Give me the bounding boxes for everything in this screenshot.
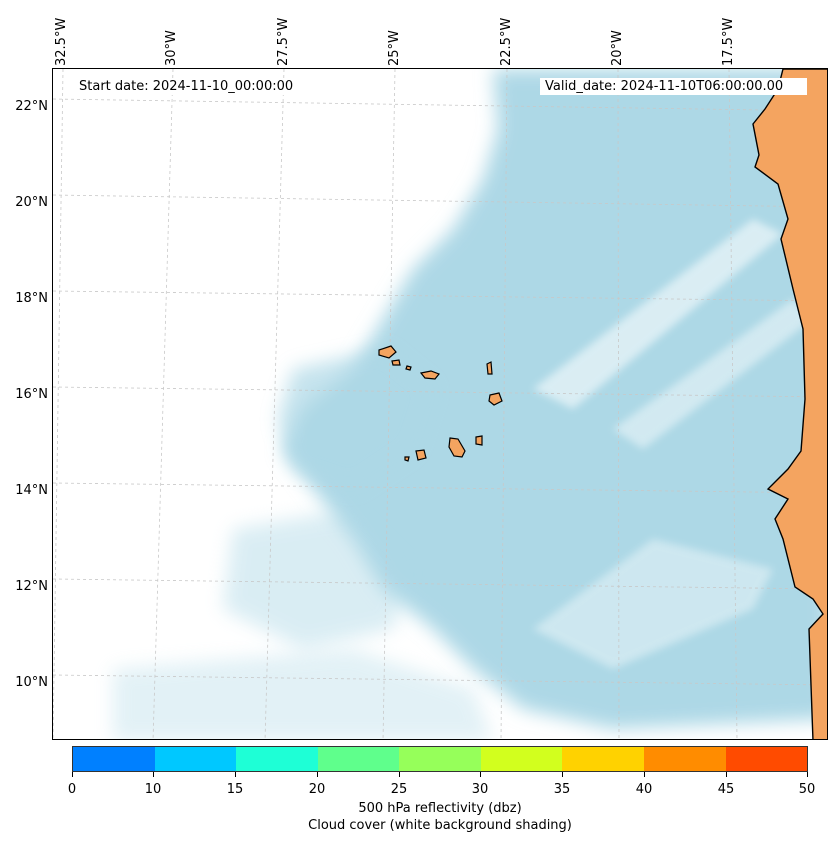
cloud-thin-band-1 [533,219,783,409]
island-santo-antao [378,345,397,359]
colorbar-tick [235,772,236,777]
colorbar-tick-label: 35 [553,782,571,797]
colorbar-segment-20-25 [317,747,400,771]
start-date-label: Start date: 2024-11-10_00:00:00 [73,78,379,95]
longitude-label-30w: 30°W [164,30,179,66]
colorbar-tick [399,772,400,777]
colorbar-tick [807,772,808,777]
longitude-label-22.5w: 22.5°W [499,17,514,66]
cloud-thin-band-2 [613,299,813,449]
longitude-label-20w: 20°W [610,30,625,66]
cloud-band-west [278,349,433,489]
latitude-label-12n: 12°N [15,579,48,594]
colorbar-tick-label: 30 [471,782,489,797]
colorbar-tick [726,772,727,777]
map-canvas [53,69,827,739]
island-boa-vista [488,392,503,406]
colorbar-segment-30-35 [480,747,563,771]
colorbar-label-cloud-cover: Cloud cover (white background shading) [308,818,572,833]
reflectivity-colorbar [72,746,808,772]
colorbar-tick-label: 15 [226,782,244,797]
colorbar-segment-15-20 [236,747,318,771]
latitude-label-18n: 18°N [15,291,48,306]
island-maio [475,435,483,446]
cloud-cover-shading [113,69,827,739]
gridlines [53,69,827,739]
colorbar-segment-10-15 [154,747,237,771]
colorbar-tick [72,772,73,777]
colorbar-tick-label: 20 [308,782,326,797]
island-sao-nicolau [419,370,440,380]
cape-verde-islands [378,345,503,462]
cloud-light-south [113,649,493,739]
latitude-label-14n: 14°N [15,483,48,498]
valid-date-label: Valid_date: 2024-11-10T06:00:00.00 [540,78,807,95]
latitude-label-22n: 22°N [15,99,48,114]
colorbar-segment-0-10 [73,747,155,771]
colorbar-segment-45-50 [725,747,808,771]
island-fogo [415,449,427,461]
colorbar-tick-label: 50 [798,782,816,797]
longitude-label-17.5w: 17.5°W [721,17,736,66]
colorbar-tick [480,772,481,777]
colorbar-label-reflectivity: 500 hPa reflectivity (dbz) [358,801,522,816]
island-santiago [448,437,466,458]
latitude-label-16n: 16°N [15,387,48,402]
colorbar-tick-label: 40 [635,782,653,797]
colorbar-tick [317,772,318,777]
colorbar-tick-label: 45 [717,782,735,797]
longitude-label-25w: 25°W [387,30,402,66]
africa-mainland [752,69,827,739]
island-brava [404,456,410,462]
colorbar-segment-40-45 [643,747,726,771]
latitude-label-10n: 10°N [15,675,48,690]
island-sao-vicente [391,359,401,366]
colorbar-segment-25-30 [399,747,481,771]
colorbar-tick-label: 0 [67,782,77,797]
colorbar-tick [644,772,645,777]
colorbar-tick-label: 10 [144,782,162,797]
island-sal [486,361,493,375]
latitude-label-20n: 20°N [15,195,48,210]
cloud-thin-band-3 [533,539,773,669]
longitude-label-27.5w: 27.5°W [276,17,291,66]
island-santa-luzia [405,365,412,371]
colorbar-tick-label: 25 [390,782,408,797]
colorbar-tick [153,772,154,777]
longitude-label-32.5w: 32.5°W [54,17,69,66]
colorbar-tick [562,772,563,777]
colorbar-segment-35-40 [562,747,644,771]
map-panel[interactable] [52,68,828,740]
